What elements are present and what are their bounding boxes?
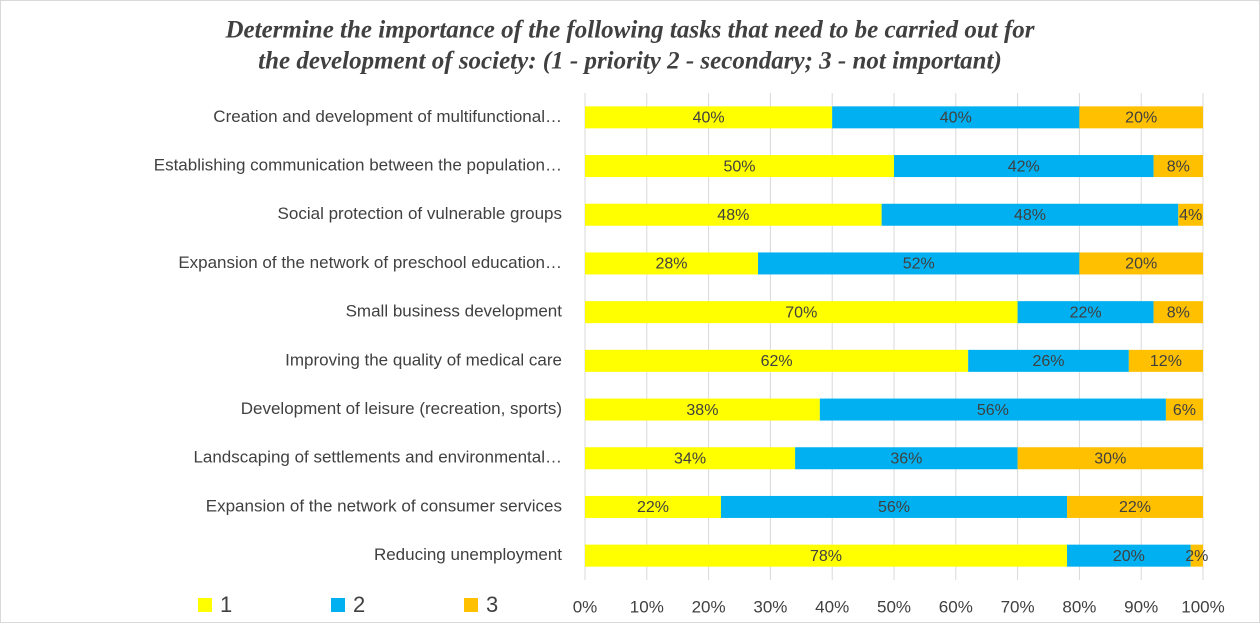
bar-segment	[585, 349, 969, 372]
y-tick-label: Expansion of the network of consumer ser…	[206, 496, 562, 515]
data-label: 62%	[761, 353, 793, 370]
bar-segment	[758, 252, 1080, 275]
bar-segment	[1165, 398, 1203, 421]
bar-segment	[585, 203, 882, 226]
y-tick-label: Creation and development of multifunctio…	[213, 107, 562, 126]
legend-swatch	[464, 598, 478, 612]
bar-segment	[1017, 301, 1154, 324]
bar-segment	[585, 301, 1018, 324]
data-label: 40%	[940, 110, 972, 127]
data-label: 8%	[1167, 304, 1190, 321]
data-label: 48%	[1014, 207, 1046, 224]
bar-segment	[832, 106, 1080, 129]
y-tick-label: Small business development	[346, 302, 563, 321]
data-label: 20%	[1113, 548, 1145, 565]
legend-swatch	[198, 598, 212, 612]
bar-segment	[585, 106, 833, 129]
data-label: 22%	[1070, 304, 1102, 321]
data-label: 8%	[1167, 158, 1190, 175]
bar-segment	[585, 398, 820, 421]
data-label: 2%	[1185, 548, 1208, 565]
data-label: 50%	[723, 158, 755, 175]
bar-segment	[1190, 544, 1203, 567]
y-tick-label: Establishing communication between the p…	[154, 156, 562, 175]
y-tick-label: Reducing unemployment	[374, 545, 562, 564]
y-tick-label: Social protection of vulnerable groups	[278, 204, 562, 223]
data-label: 4%	[1179, 207, 1202, 224]
data-label: 34%	[674, 450, 706, 467]
bar-segment	[968, 349, 1129, 372]
data-label: 78%	[810, 548, 842, 565]
data-label: 20%	[1125, 110, 1157, 127]
data-label: 38%	[686, 402, 718, 419]
bar-segment	[1128, 349, 1203, 372]
bar-segment	[894, 155, 1154, 178]
y-tick-label: Improving the quality of medical care	[285, 350, 562, 369]
data-label: 28%	[656, 256, 688, 273]
bar-segment	[720, 495, 1068, 518]
x-tick-label: 100%	[1181, 597, 1224, 616]
bar-segment	[585, 252, 759, 275]
bar-segment	[1079, 106, 1203, 129]
bar-segment	[585, 447, 796, 470]
chart-title: the development of society: (1 - priorit…	[258, 48, 1002, 75]
x-tick-label: 80%	[1062, 597, 1096, 616]
bar-segment	[795, 447, 1018, 470]
x-tick-label: 70%	[1001, 597, 1035, 616]
bar-segment	[585, 495, 721, 518]
data-label: 40%	[693, 110, 725, 127]
data-label: 48%	[717, 207, 749, 224]
legend-swatch	[331, 598, 345, 612]
data-label: 36%	[890, 450, 922, 467]
bar-segment	[585, 155, 894, 178]
x-tick-label: 50%	[877, 597, 911, 616]
x-tick-label: 90%	[1124, 597, 1158, 616]
data-label: 22%	[1119, 499, 1151, 516]
data-label: 42%	[1008, 158, 1040, 175]
x-tick-label: 0%	[573, 597, 598, 616]
x-tick-label: 20%	[692, 597, 726, 616]
bar-segment	[1079, 252, 1203, 275]
bar-segment	[881, 203, 1179, 226]
bar-segment	[1017, 447, 1203, 470]
bar-segment	[1067, 544, 1191, 567]
data-label: 22%	[637, 499, 669, 516]
y-tick-label: Landscaping of settlements and environme…	[193, 448, 562, 467]
bar-segment	[1178, 203, 1203, 226]
x-tick-label: 30%	[753, 597, 787, 616]
data-label: 56%	[878, 499, 910, 516]
bar-segment	[819, 398, 1166, 421]
x-tick-label: 10%	[630, 597, 664, 616]
data-label: 6%	[1173, 402, 1196, 419]
bar-segment	[585, 544, 1068, 567]
chart-title: Determine the importance of the followin…	[224, 17, 1034, 44]
bar-segment	[1153, 301, 1203, 324]
data-label: 70%	[785, 304, 817, 321]
x-tick-label: 60%	[939, 597, 973, 616]
x-tick-label: 40%	[815, 597, 849, 616]
data-label: 56%	[977, 402, 1009, 419]
bar-segment	[1153, 155, 1203, 178]
legend-label: 2	[353, 592, 365, 617]
legend-label: 3	[486, 592, 498, 617]
data-label: 20%	[1125, 256, 1157, 273]
y-tick-label: Development of leisure (recreation, spor…	[241, 399, 562, 418]
y-tick-label: Expansion of the network of preschool ed…	[178, 253, 562, 272]
bar-segment	[1067, 495, 1203, 518]
legend-label: 1	[220, 592, 232, 617]
data-label: 12%	[1150, 353, 1182, 370]
data-label: 52%	[903, 256, 935, 273]
data-label: 30%	[1094, 450, 1126, 467]
data-label: 26%	[1032, 353, 1064, 370]
